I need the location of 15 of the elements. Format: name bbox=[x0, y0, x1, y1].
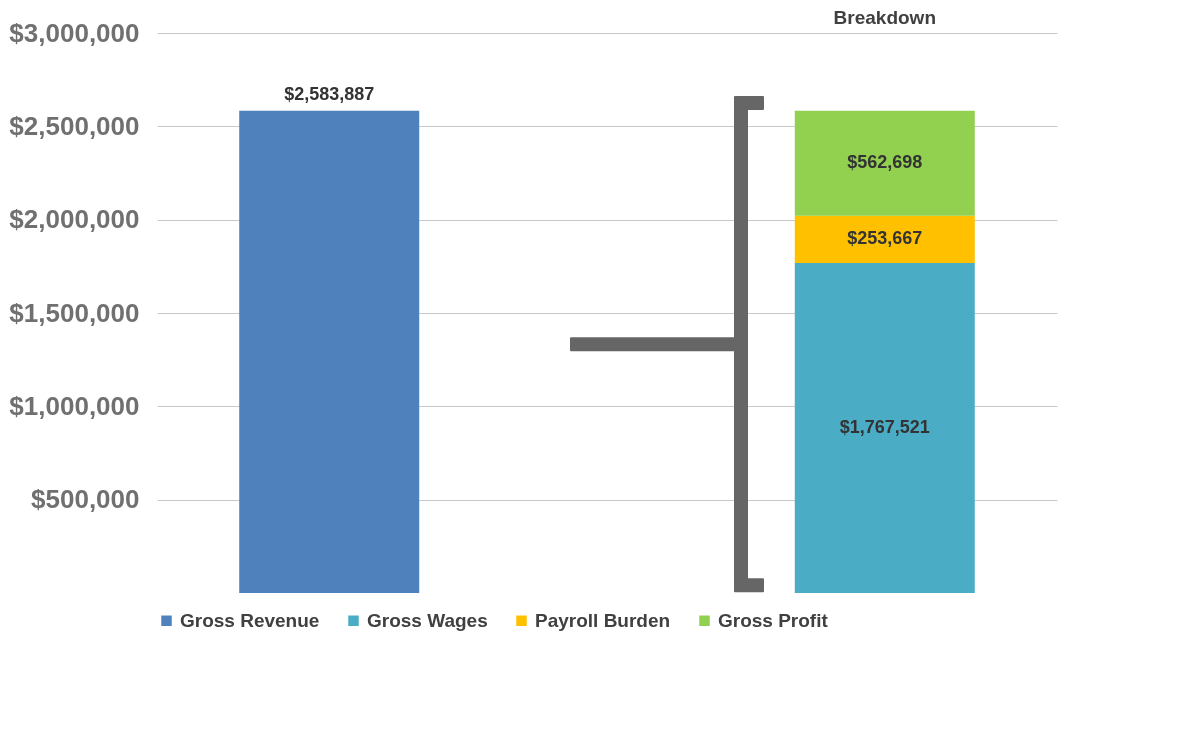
legend-label: Payroll Burden bbox=[535, 609, 671, 631]
y-tick-label: $1,000,000 bbox=[9, 390, 140, 421]
legend-label: Gross Wages bbox=[367, 609, 488, 631]
data-label: $2,583,887 bbox=[284, 83, 375, 104]
data-label: $562,698 bbox=[847, 152, 923, 173]
x-tick-label: Breakdown bbox=[833, 6, 936, 28]
y-tick-label: $2,000,000 bbox=[9, 204, 140, 235]
y-tick-label: $3,000,000 bbox=[9, 17, 140, 48]
y-tick-label: $500,000 bbox=[31, 484, 140, 515]
data-label: $253,667 bbox=[847, 228, 923, 249]
y-tick-label: $2,500,000 bbox=[9, 110, 140, 141]
y-tick-label: $1,500,000 bbox=[9, 297, 140, 328]
legend-label: Gross Profit bbox=[718, 609, 829, 631]
legend-label: Gross Revenue bbox=[180, 609, 320, 631]
data-label: $1,767,521 bbox=[839, 417, 930, 438]
